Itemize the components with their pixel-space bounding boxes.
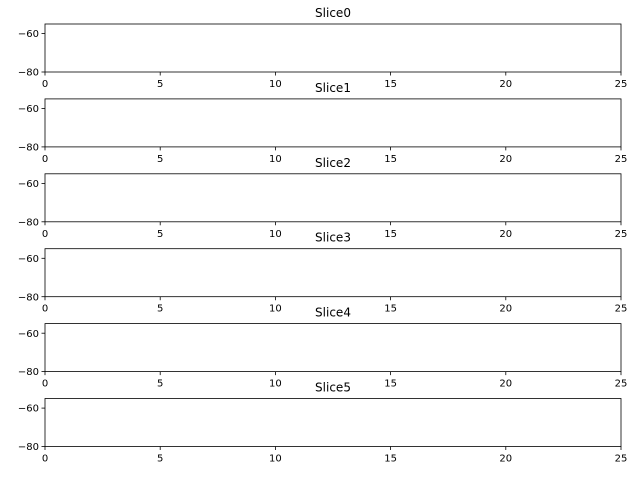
subplot-title: Slice1 (315, 81, 351, 95)
subplot-2: Slice2 0 5 10 15 20 25 −80 −60 (18, 156, 627, 240)
x-tick-label: 0 (42, 379, 48, 390)
x-tick-label: 0 (42, 79, 48, 90)
subplot-1: Slice1 0 5 10 15 20 25 −80 −60 (18, 81, 627, 165)
subplot-3: Slice3 0 5 10 15 20 25 −80 −60 (18, 231, 627, 315)
x-tick-label: 25 (615, 454, 628, 465)
subplot-5: Slice5 0 5 10 15 20 25 −80 −60 (18, 381, 627, 465)
y-tick-label: −60 (18, 254, 39, 265)
plot-area (44, 23, 622, 73)
x-tick-label: 25 (615, 229, 628, 240)
x-tick-label: 20 (499, 454, 512, 465)
x-tick-label: 15 (384, 304, 397, 315)
subplot-title: Slice4 (315, 306, 351, 320)
x-tick-label: 15 (384, 154, 397, 165)
y-tick-label: −80 (18, 143, 39, 154)
x-tick-label: 20 (499, 379, 512, 390)
subplot-title: Slice2 (315, 156, 351, 170)
y-tick-label: −60 (18, 179, 39, 190)
subplot-4: Slice4 0 5 10 15 20 25 −80 −60 (18, 306, 627, 390)
x-tick-label: 15 (384, 79, 397, 90)
x-tick-label: 10 (269, 379, 282, 390)
x-tick-label: 15 (384, 229, 397, 240)
x-tick-label: 5 (157, 154, 163, 165)
x-tick-label: 20 (499, 154, 512, 165)
x-tick-label: 5 (157, 79, 163, 90)
x-tick-label: 5 (157, 304, 163, 315)
plot-area (44, 98, 622, 148)
subplot-title: Slice5 (315, 381, 351, 395)
subplot-0: Slice0 0 5 10 15 20 25 −80 −60 (18, 6, 627, 90)
x-tick-label: 0 (42, 304, 48, 315)
x-tick-label: 25 (615, 304, 628, 315)
x-tick-label: 15 (384, 379, 397, 390)
x-tick-label: 15 (384, 454, 397, 465)
plot-area (44, 173, 622, 223)
y-tick-label: −60 (18, 329, 39, 340)
y-tick-label: −60 (18, 104, 39, 115)
plot-area (44, 323, 622, 373)
x-tick-label: 0 (42, 154, 48, 165)
x-tick-label: 10 (269, 79, 282, 90)
x-tick-label: 5 (157, 454, 163, 465)
y-tick-label: −60 (18, 29, 39, 40)
subplot-title: Slice0 (315, 6, 351, 20)
x-tick-label: 25 (615, 379, 628, 390)
plot-area (44, 248, 622, 298)
x-tick-label: 25 (615, 154, 628, 165)
y-tick-label: −80 (18, 292, 39, 303)
x-tick-label: 5 (157, 229, 163, 240)
y-tick-label: −80 (18, 442, 39, 453)
x-tick-label: 0 (42, 229, 48, 240)
y-tick-label: −80 (18, 367, 39, 378)
x-tick-label: 10 (269, 454, 282, 465)
y-tick-label: −80 (18, 217, 39, 228)
plot-area (44, 398, 622, 447)
y-tick-label: −80 (18, 68, 39, 79)
x-tick-label: 5 (157, 379, 163, 390)
x-tick-label: 20 (499, 304, 512, 315)
y-tick-label: −60 (18, 404, 39, 415)
x-tick-label: 20 (499, 79, 512, 90)
subplot-title: Slice3 (315, 231, 351, 245)
x-tick-label: 10 (269, 229, 282, 240)
x-tick-label: 0 (42, 454, 48, 465)
x-tick-label: 20 (499, 229, 512, 240)
x-tick-label: 10 (269, 304, 282, 315)
x-tick-label: 25 (615, 79, 628, 90)
x-tick-label: 10 (269, 154, 282, 165)
